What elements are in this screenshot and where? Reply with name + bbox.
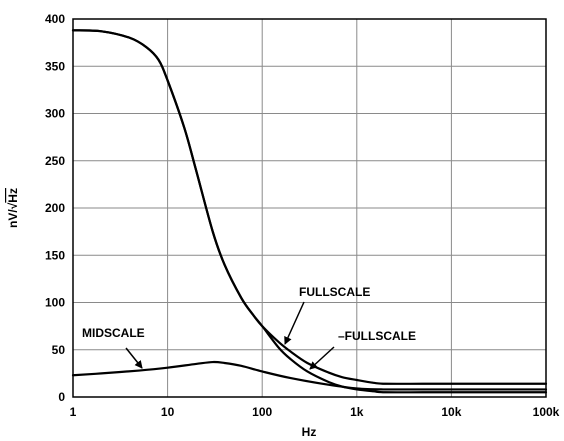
y-tick-label: 350 (45, 59, 65, 73)
y-tick-label: 250 (45, 154, 65, 168)
x-tick-label: 1k (350, 405, 364, 419)
y-tick-label: 0 (58, 390, 65, 404)
data-series (71, 29, 548, 394)
y-tick-label: 200 (45, 201, 65, 215)
y-tick-label: 50 (52, 343, 66, 357)
annotation-arrow (125, 347, 143, 369)
y-tick-label: 400 (45, 12, 65, 26)
annotations: MIDSCALE FULLSCALE –FULLSCALE (82, 285, 416, 370)
y-axis-title: nV/√Hz (6, 188, 20, 228)
annotation-arrow (284, 301, 305, 345)
y-tick-label: 150 (45, 248, 65, 262)
y-tick-label: 100 (45, 296, 65, 310)
x-axis-title: Hz (302, 425, 317, 439)
y-tick-label: 300 (45, 107, 65, 121)
series-line-midscale (71, 360, 548, 391)
tick-labels: 1 10 100 1k 10k 100k 0 50 100 150 200 250 300 350 400 (45, 12, 560, 419)
annotation-arrow (309, 346, 335, 370)
annotation-midscale: MIDSCALE (82, 326, 145, 340)
annotation-fullscale: FULLSCALE (299, 285, 370, 299)
x-tick-label: 10k (441, 405, 461, 419)
x-tick-label: 10 (161, 405, 175, 419)
x-tick-label: 1 (70, 405, 77, 419)
annotation-fullscale: –FULLSCALE (338, 329, 416, 343)
x-tick-label: 100 (252, 405, 272, 419)
series-line-fullscale (71, 29, 548, 394)
x-tick-label: 100k (533, 405, 560, 419)
plot-frame (72, 18, 547, 398)
